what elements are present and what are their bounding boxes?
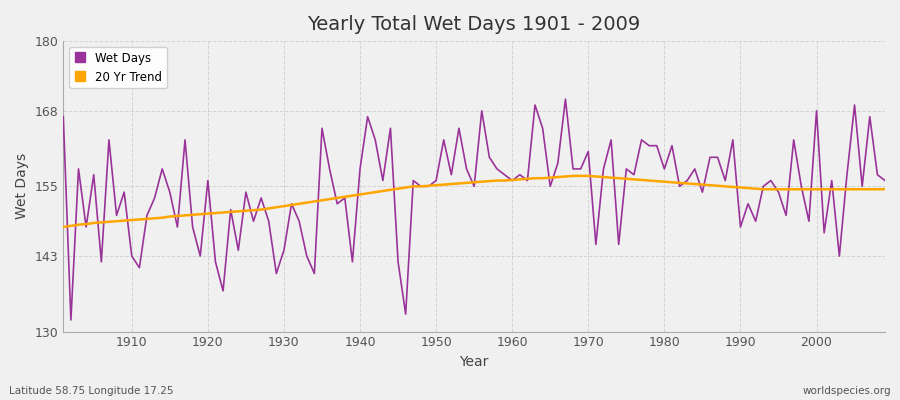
Text: worldspecies.org: worldspecies.org (803, 386, 891, 396)
Legend: Wet Days, 20 Yr Trend: Wet Days, 20 Yr Trend (69, 47, 166, 88)
Text: Latitude 58.75 Longitude 17.25: Latitude 58.75 Longitude 17.25 (9, 386, 174, 396)
Title: Yearly Total Wet Days 1901 - 2009: Yearly Total Wet Days 1901 - 2009 (308, 15, 641, 34)
Y-axis label: Wet Days: Wet Days (15, 153, 29, 220)
X-axis label: Year: Year (460, 355, 489, 369)
